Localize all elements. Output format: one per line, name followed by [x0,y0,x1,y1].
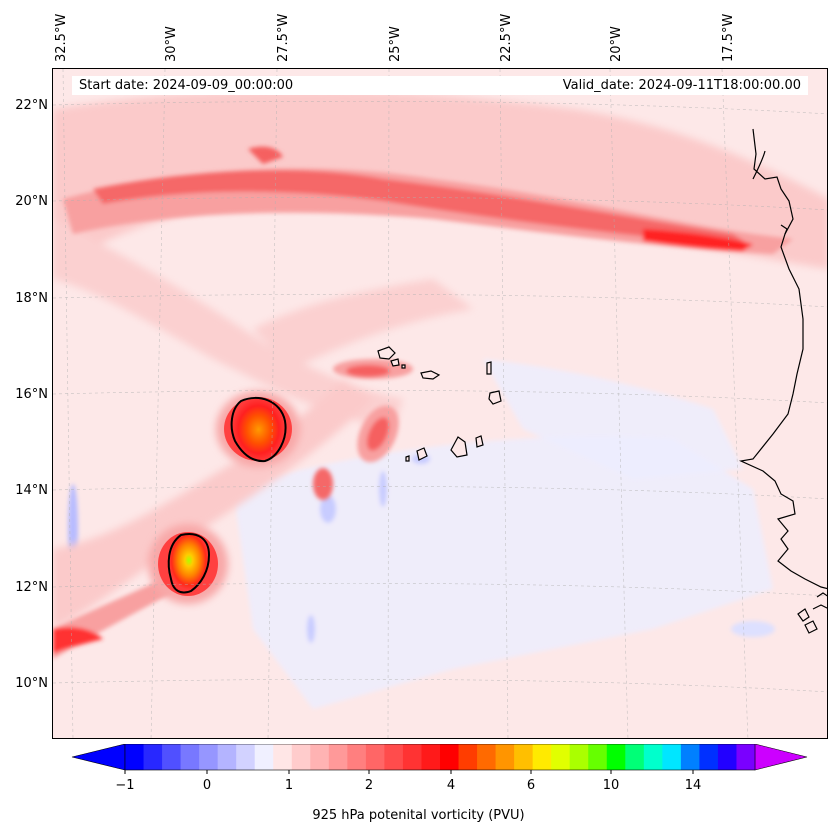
pv-contour-map [53,69,827,738]
colorbar-swatch [643,744,663,770]
colorbar-swatch [495,744,515,770]
colorbar-swatch [514,744,534,770]
colorbar-swatch [273,744,293,770]
lon-label-22-5w: 22.5°W [499,13,514,62]
colorbar-swatch [384,744,404,770]
storm-vortex-south [148,524,228,604]
west-africa-coastline [738,128,827,634]
colorbar-frame [124,744,756,771]
colorbar-swatch [569,744,589,770]
colorbar-swatch [662,744,682,770]
lon-label-25w: 25°W [388,26,403,62]
colorbar-swatch [291,744,311,770]
start-date-label: Start date: 2024-09-09_00:00:00 [72,76,379,95]
colorbar-tick-label: 4 [447,778,455,793]
colorbar-swatch [625,744,645,770]
colorbar-swatch [125,744,145,770]
lon-label-32-5w: 32.5°W [54,13,69,62]
colorbar-tick-label: −1 [115,778,134,793]
lon-label-17-5w: 17.5°W [721,13,736,62]
colorbar-swatch [180,744,200,770]
colorbar-tick-label: 1 [285,778,293,793]
colorbar-swatch [217,744,237,770]
colorbar-swatch [236,744,256,770]
lon-label-27-5w: 27.5°W [276,13,291,62]
colorbar-swatch [254,744,274,770]
colorbar-swatch [402,744,422,770]
lat-label-14n: 14°N [15,483,48,498]
lat-label-10n: 10°N [15,676,48,691]
storm-vortex-north [216,391,300,467]
colorbar-swatch [143,744,163,770]
graticule [53,69,827,738]
colorbar-tick-label: 6 [527,778,535,793]
colorbar-swatch [680,744,700,770]
colorbar-swatch [588,744,608,770]
colorbar-swatch [458,744,478,770]
lat-label-20n: 20°N [15,194,48,209]
colorbar-swatch [328,744,348,770]
moderate-positive-pv [53,146,793,659]
colorbar-swatch [365,744,385,770]
colorbar-swatch [347,744,367,770]
colorbar-swatch [606,744,626,770]
colorbar-tick-label: 14 [685,778,702,793]
colorbar-tick-label: 10 [603,778,620,793]
lat-label-22n: 22°N [15,98,48,113]
colorbar-swatch [477,744,497,770]
lat-label-18n: 18°N [15,291,48,306]
colorbar-tick-label: 2 [365,778,373,793]
colorbar-swatch [699,744,719,770]
map-panel [52,68,828,739]
colorbar-swatch [440,744,460,770]
cape-verde-islands [377,346,502,462]
lon-label-30w: 30°W [164,26,179,62]
lon-label-20w: 20°W [609,26,624,62]
lat-label-12n: 12°N [15,580,48,595]
colorbar-tick-label: 0 [203,778,211,793]
colorbar-swatch [532,744,552,770]
colorbar-label: 925 hPa potenital vorticity (PVU) [312,808,525,823]
colorbar-under-arrow [71,744,126,771]
lat-label-16n: 16°N [15,387,48,402]
colorbar-over-arrow [754,744,808,771]
colorbar-swatch [199,744,219,770]
colorbar-swatch [421,744,441,770]
negative-pv-regions [68,179,783,709]
colorbar-swatch [310,744,330,770]
colorbar-swatch [162,744,182,770]
colorbar-swatch [717,744,737,770]
valid-date-label: Valid_date: 2024-09-11T18:00:00.00 [372,76,808,95]
colorbar-swatch [736,744,756,770]
colorbar-swatch [551,744,571,770]
